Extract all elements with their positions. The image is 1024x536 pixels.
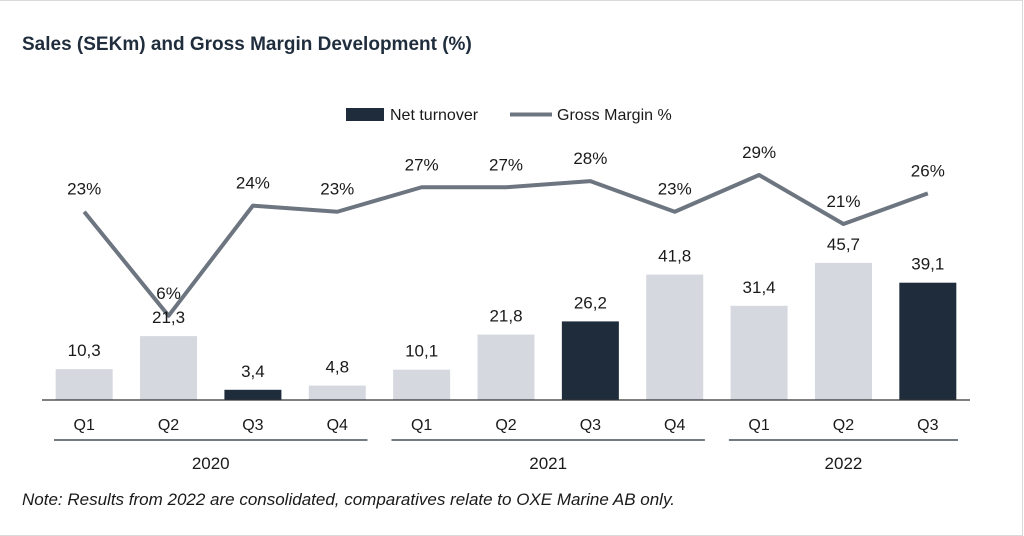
line-labels: 23% 6% 24% 23% 27% 27% 28% 23% 29% 21% 26% — [67, 143, 945, 303]
x-tick-label-4: Q1 — [411, 417, 432, 434]
bar-label-9: 45,7 — [827, 235, 860, 254]
line-label-6: 28% — [573, 149, 607, 168]
bar-labels: 10,3 21,3 3,4 4,8 10,1 21,8 26,2 41,8 31,4 45,7 39… — [68, 235, 945, 381]
line-label-5: 27% — [489, 155, 523, 174]
bar-label-1: 21,3 — [152, 308, 185, 327]
x-tick-label-7: Q4 — [664, 417, 685, 434]
bar-label-0: 10,3 — [68, 341, 101, 360]
bar-label-3: 4,8 — [325, 358, 349, 377]
x-tick-label-9: Q2 — [833, 417, 854, 434]
bar-label-7: 41,8 — [658, 247, 691, 266]
legend-swatch-net-turnover — [346, 108, 384, 121]
line-series — [82, 173, 929, 318]
bar-label-5: 21,8 — [489, 307, 522, 326]
bar-0 — [55, 369, 113, 400]
bar-label-8: 31,4 — [743, 278, 776, 297]
line-label-0: 23% — [67, 180, 101, 199]
line-label-9: 21% — [826, 192, 860, 211]
bar-label-6: 26,2 — [574, 293, 607, 312]
line-label-4: 27% — [405, 155, 439, 174]
bar-3 — [308, 385, 366, 400]
x-tick-label-2: Q3 — [242, 417, 263, 434]
legend: Net turnover Gross Margin % — [346, 107, 672, 124]
bar-9 — [814, 262, 872, 400]
bar-label-4: 10,1 — [405, 342, 438, 361]
legend-label-net-turnover: Net turnover — [390, 107, 479, 124]
bar-10 — [899, 282, 957, 400]
bar-2 — [224, 389, 282, 400]
bar-6 — [561, 321, 619, 400]
x-tick-label-5: Q2 — [495, 417, 516, 434]
bar-8 — [730, 305, 788, 400]
line-label-3: 23% — [320, 180, 354, 199]
bar-label-2: 3,4 — [241, 362, 265, 381]
gross-margin-line — [82, 173, 929, 318]
bar-1 — [140, 336, 198, 400]
x-tick-label-6: Q3 — [580, 417, 601, 434]
bar-series — [55, 262, 957, 400]
x-tick-label-1: Q2 — [158, 417, 179, 434]
chart-title: Sales (SEKm) and Gross Margin Developmen… — [22, 34, 472, 55]
year-group-label-2: 2022 — [825, 454, 863, 473]
bar-5 — [477, 334, 535, 400]
x-tick-label-0: Q1 — [74, 417, 95, 434]
legend-label-gross-margin: Gross Margin % — [557, 107, 672, 124]
line-label-1: 6% — [156, 284, 181, 303]
x-tick-label-3: Q4 — [327, 417, 348, 434]
line-label-2: 24% — [236, 174, 270, 193]
footnote: Note: Results from 2022 are consolidated… — [22, 490, 675, 509]
year-group-label-0: 2020 — [192, 454, 230, 473]
x-tick-label-10: Q3 — [917, 417, 938, 434]
line-label-10: 26% — [911, 161, 945, 180]
year-group-label-1: 2021 — [529, 454, 567, 473]
x-tick-label-8: Q1 — [748, 417, 769, 434]
bar-7 — [646, 274, 704, 400]
bar-4 — [393, 369, 451, 400]
x-axis: Q1 Q2 Q3 Q4 Q1 Q2 Q3 Q4 Q1 Q2 Q3 2020 2021 2022 — [42, 399, 970, 473]
bar-label-10: 39,1 — [911, 255, 944, 274]
line-label-7: 23% — [658, 180, 692, 199]
line-label-8: 29% — [742, 143, 776, 162]
